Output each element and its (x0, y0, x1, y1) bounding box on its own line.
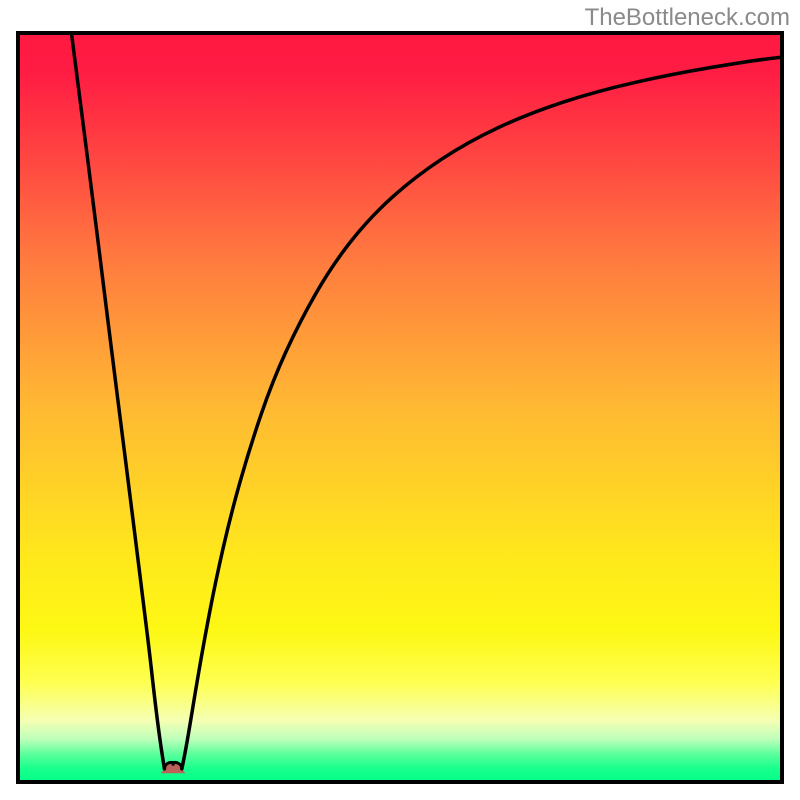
chart-container: TheBottleneck.com (0, 0, 800, 800)
bottleneck-chart (0, 0, 800, 800)
chart-background (20, 35, 780, 780)
watermark-text: TheBottleneck.com (585, 4, 790, 32)
